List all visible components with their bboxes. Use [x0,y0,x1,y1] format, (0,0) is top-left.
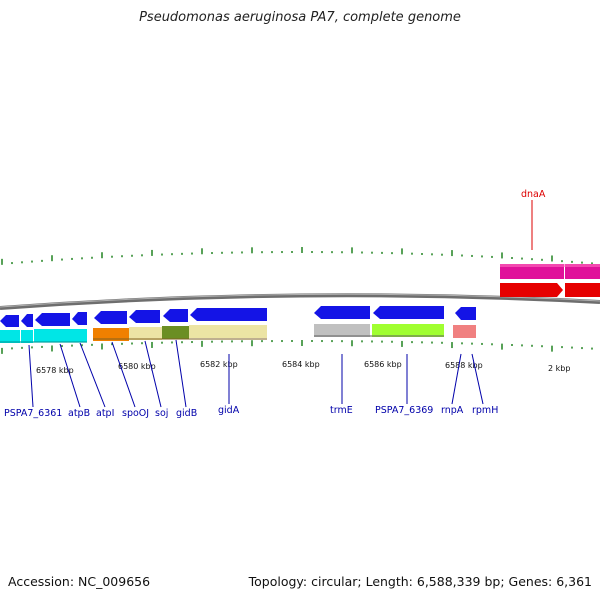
cog-box[interactable] [453,325,476,338]
gene-arrow[interactable] [0,315,19,327]
cog-box[interactable] [21,330,33,343]
gene-label-atpi[interactable]: atpI [96,408,114,419]
cog-box[interactable] [314,324,370,337]
gene-arrow[interactable] [455,307,476,320]
accession-text: Accession: NC_009656 [8,574,151,589]
gene-arrow[interactable] [72,312,87,325]
kbp-label: 6586 kbp [364,360,402,369]
kbp-label: 6584 kbp [282,360,320,369]
gene-arrow-dnaa[interactable] [500,283,563,297]
gene-label-spooj[interactable]: spoOJ [122,408,149,419]
gene-arrow[interactable] [94,311,127,324]
gene-arrow[interactable] [129,310,160,323]
gene-label-rnpa[interactable]: rnpA [441,405,464,416]
gene-arrow[interactable] [190,308,267,321]
kbp-label: 2 kbp [548,364,570,373]
cog-box[interactable] [34,329,87,342]
gene-label-soj[interactable]: soj [155,408,168,419]
cog-track [0,324,476,343]
gene-labels: PSPA7_6361 atpB atpI spoOJ soj gidB gidA… [4,189,546,419]
gene-label-rpmh[interactable]: rpmH [472,405,498,416]
cog-box[interactable] [372,324,444,337]
gene-arrow[interactable] [565,283,600,297]
gene-arrow[interactable] [314,306,370,319]
gene-label-pspa7-6369[interactable]: PSPA7_6369 [375,405,433,416]
bottom-tick-row [1,340,593,354]
cog-box-dnaa[interactable] [565,264,600,279]
map-title: Pseudomonas aeruginosa PA7, complete gen… [139,10,461,25]
label-leaders [28,200,533,408]
cog-box[interactable] [129,327,162,340]
cog-box[interactable] [0,330,20,343]
gene-label-pspa7-6361[interactable]: PSPA7_6361 [4,408,62,419]
gene-label-atpb[interactable]: atpB [68,408,90,419]
gene-label-trme[interactable]: trmE [330,405,353,416]
genome-info-text: Topology: circular; Length: 6,588,339 bp… [248,574,592,589]
gene-label-dnaa[interactable]: dnaA [521,189,546,200]
cog-box-dnaa[interactable] [500,264,564,279]
kbp-label: 6580 kbp [118,362,156,371]
kbp-label: 6582 kbp [200,360,238,369]
blue-gene-track [0,306,476,327]
kbp-labels: 6578 kbp 6580 kbp 6582 kbp 6584 kbp 6586… [36,360,570,375]
gene-arrow[interactable] [35,313,70,326]
cog-box[interactable] [189,325,267,338]
cog-box[interactable] [93,328,129,341]
kbp-label: 6588 kbp [445,361,483,370]
gene-arrow[interactable] [21,314,33,327]
gene-label-gida[interactable]: gidA [218,405,240,416]
cog-box[interactable] [162,326,189,339]
dnaa-genes [500,264,600,297]
gene-label-gidb[interactable]: gidB [176,408,197,419]
gene-arrow[interactable] [373,306,444,319]
kbp-label: 6578 kbp [36,366,74,375]
gene-arrow[interactable] [163,309,188,322]
top-tick-row [1,247,593,265]
genome-backbone [0,293,600,310]
